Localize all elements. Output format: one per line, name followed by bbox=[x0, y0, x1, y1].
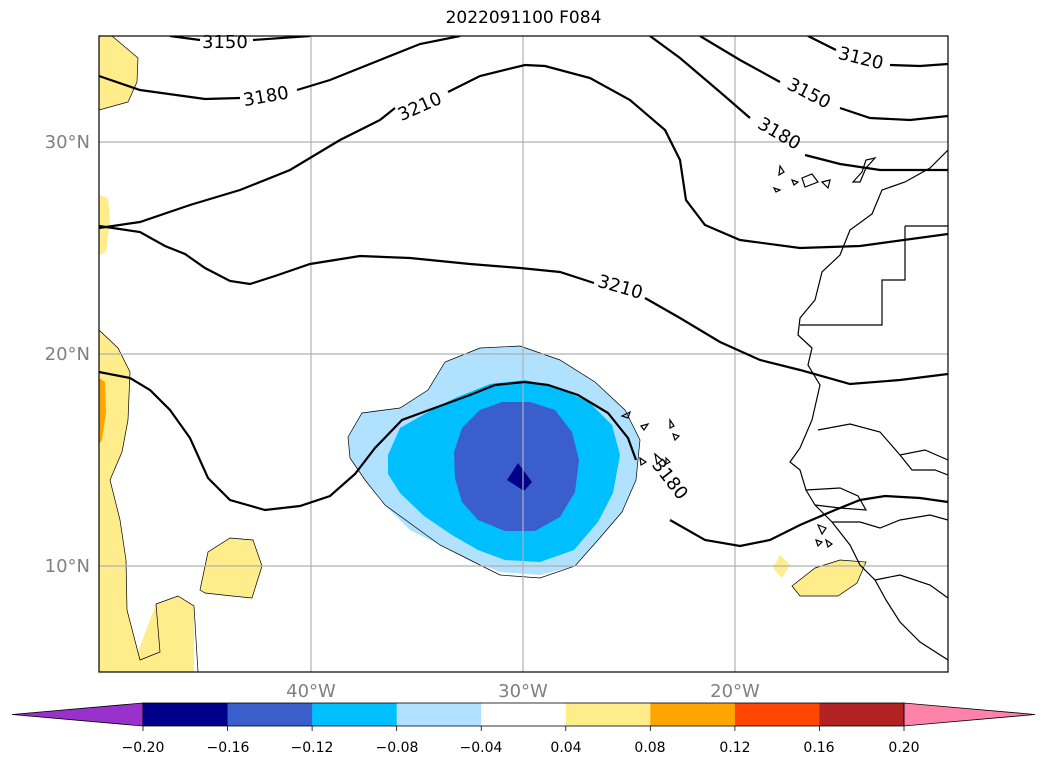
coastline-cape-verde-7 bbox=[665, 456, 672, 465]
colorbar-cell bbox=[734, 703, 820, 726]
anomaly-outline-nw bbox=[99, 36, 139, 111]
contour-label-3150-nw: 3150 bbox=[202, 32, 248, 53]
contour-label-3120-ne: 3120 bbox=[836, 43, 886, 74]
lat-label-30n: 30°N bbox=[45, 132, 90, 153]
anomaly-outline-layer bbox=[99, 36, 867, 672]
gridlines bbox=[99, 36, 948, 672]
height-contour-3120-ne bbox=[807, 36, 948, 68]
colorbar-cell bbox=[650, 703, 736, 726]
lat-label-20n: 20°N bbox=[45, 344, 90, 365]
contour-label-3210-n: 3210 bbox=[395, 88, 445, 126]
colorbar-tick-label: 0.12 bbox=[719, 740, 750, 756]
coastline-cape-verde-5 bbox=[639, 456, 648, 466]
colorbar-tick-label: 0.08 bbox=[634, 740, 665, 756]
anomaly-fill-orange-w bbox=[99, 378, 106, 444]
coastline-canaries-5 bbox=[851, 157, 877, 183]
height-contour-3150-nw bbox=[169, 36, 311, 42]
lon-label-30w: 30°W bbox=[498, 681, 548, 702]
anomaly-outline-cv bbox=[791, 559, 867, 597]
contour-label-3180-s: 3180 bbox=[647, 455, 692, 504]
border-mali bbox=[899, 454, 948, 476]
coastline-cape-verde-2 bbox=[639, 422, 650, 432]
coastline-canaries-4 bbox=[820, 179, 831, 190]
colorbar-tick-label: −0.08 bbox=[376, 740, 419, 756]
coastline-cape-verde-4 bbox=[672, 433, 681, 442]
anomaly-fill-yellow-cv2 bbox=[792, 560, 866, 596]
map-title: 2022091100 F084 bbox=[445, 8, 602, 28]
colorbar-cell bbox=[819, 703, 905, 726]
border-mauritania bbox=[817, 423, 948, 461]
height-contour-3150-ne bbox=[699, 36, 948, 122]
coastline-layer bbox=[620, 149, 948, 661]
colorbar-cell bbox=[481, 703, 567, 726]
height-contour-3180-ne bbox=[649, 36, 948, 172]
contour-label-3180-nw: 3180 bbox=[242, 83, 291, 112]
colorbar-extend-high bbox=[903, 702, 1036, 727]
coastline-west-africa bbox=[789, 149, 948, 661]
colorbar-cell bbox=[143, 703, 229, 726]
colorbar-cell bbox=[312, 703, 398, 726]
coastline-canaries-2 bbox=[790, 179, 800, 186]
colorbar-tick-label: −0.04 bbox=[460, 740, 503, 756]
coastline-canaries-6 bbox=[772, 186, 782, 193]
lon-label-20w: 20°W bbox=[710, 681, 760, 702]
height-contour-3180-south bbox=[99, 370, 948, 548]
height-contour-layer bbox=[99, 36, 948, 548]
colorbar-tick-label: 0.04 bbox=[550, 740, 581, 756]
border-senegal bbox=[805, 487, 868, 511]
anomaly-fill-yellow-sw bbox=[99, 330, 194, 672]
colorbar-tick-label: −0.12 bbox=[291, 740, 334, 756]
colorbar-tick-label: 0.20 bbox=[888, 740, 919, 756]
lon-label-40w: 40°W bbox=[286, 681, 336, 702]
colorbar-cell bbox=[565, 703, 651, 726]
border-south bbox=[874, 574, 948, 599]
colorbar-tick-label: −0.16 bbox=[207, 740, 250, 756]
coastline-cape-verde-1 bbox=[620, 410, 632, 419]
coastline-canaries-1 bbox=[778, 164, 785, 177]
colorbar-cell bbox=[396, 703, 482, 726]
colorbar-cells bbox=[11, 702, 1036, 731]
anomaly-outline-sw bbox=[99, 329, 199, 672]
colorbar-cell bbox=[227, 703, 313, 726]
anomaly-outline-center bbox=[347, 345, 641, 579]
anomaly-fill-yellow-w bbox=[99, 195, 110, 255]
coastline-bijagos bbox=[815, 523, 834, 549]
height-contour-3210-north bbox=[99, 63, 948, 250]
anomaly-fill-yellow-nw bbox=[99, 36, 138, 110]
border-guinea bbox=[832, 514, 948, 529]
coastline-canaries-3 bbox=[801, 173, 819, 188]
colorbar-tick-label: −0.20 bbox=[122, 740, 165, 756]
colorbar-tick-label: 0.16 bbox=[803, 740, 834, 756]
height-contour-3210-central bbox=[99, 224, 948, 386]
anomaly-fill-darkblue bbox=[507, 463, 532, 491]
coastline-cape-verde-6 bbox=[654, 452, 663, 466]
contour-label-3180-ne: 3180 bbox=[754, 113, 804, 154]
anomaly-fill-yellow-s bbox=[200, 538, 262, 598]
map-frame bbox=[98, 35, 949, 673]
contour-label-3210-c: 3210 bbox=[595, 271, 645, 304]
axis-labels: 30°N 20°N 10°N 40°W 30°W 20°W bbox=[45, 132, 760, 702]
colorbar: −0.20 −0.16 −0.12 −0.08 −0.04 0.04 0.08 … bbox=[11, 702, 1036, 756]
coastline-cape-verde-3 bbox=[669, 418, 675, 429]
colorbar-extend-low bbox=[11, 702, 144, 727]
contour-label-3150-ne: 3150 bbox=[784, 74, 834, 114]
height-contour-3180-north bbox=[99, 36, 461, 101]
anomaly-fill-layer bbox=[99, 36, 866, 672]
colorbar-frame bbox=[142, 702, 905, 727]
border-morocco bbox=[800, 225, 948, 326]
lat-label-10n: 10°N bbox=[45, 556, 90, 577]
colorbar-tick-labels: −0.20 −0.16 −0.12 −0.08 −0.04 0.04 0.08 … bbox=[122, 740, 920, 756]
